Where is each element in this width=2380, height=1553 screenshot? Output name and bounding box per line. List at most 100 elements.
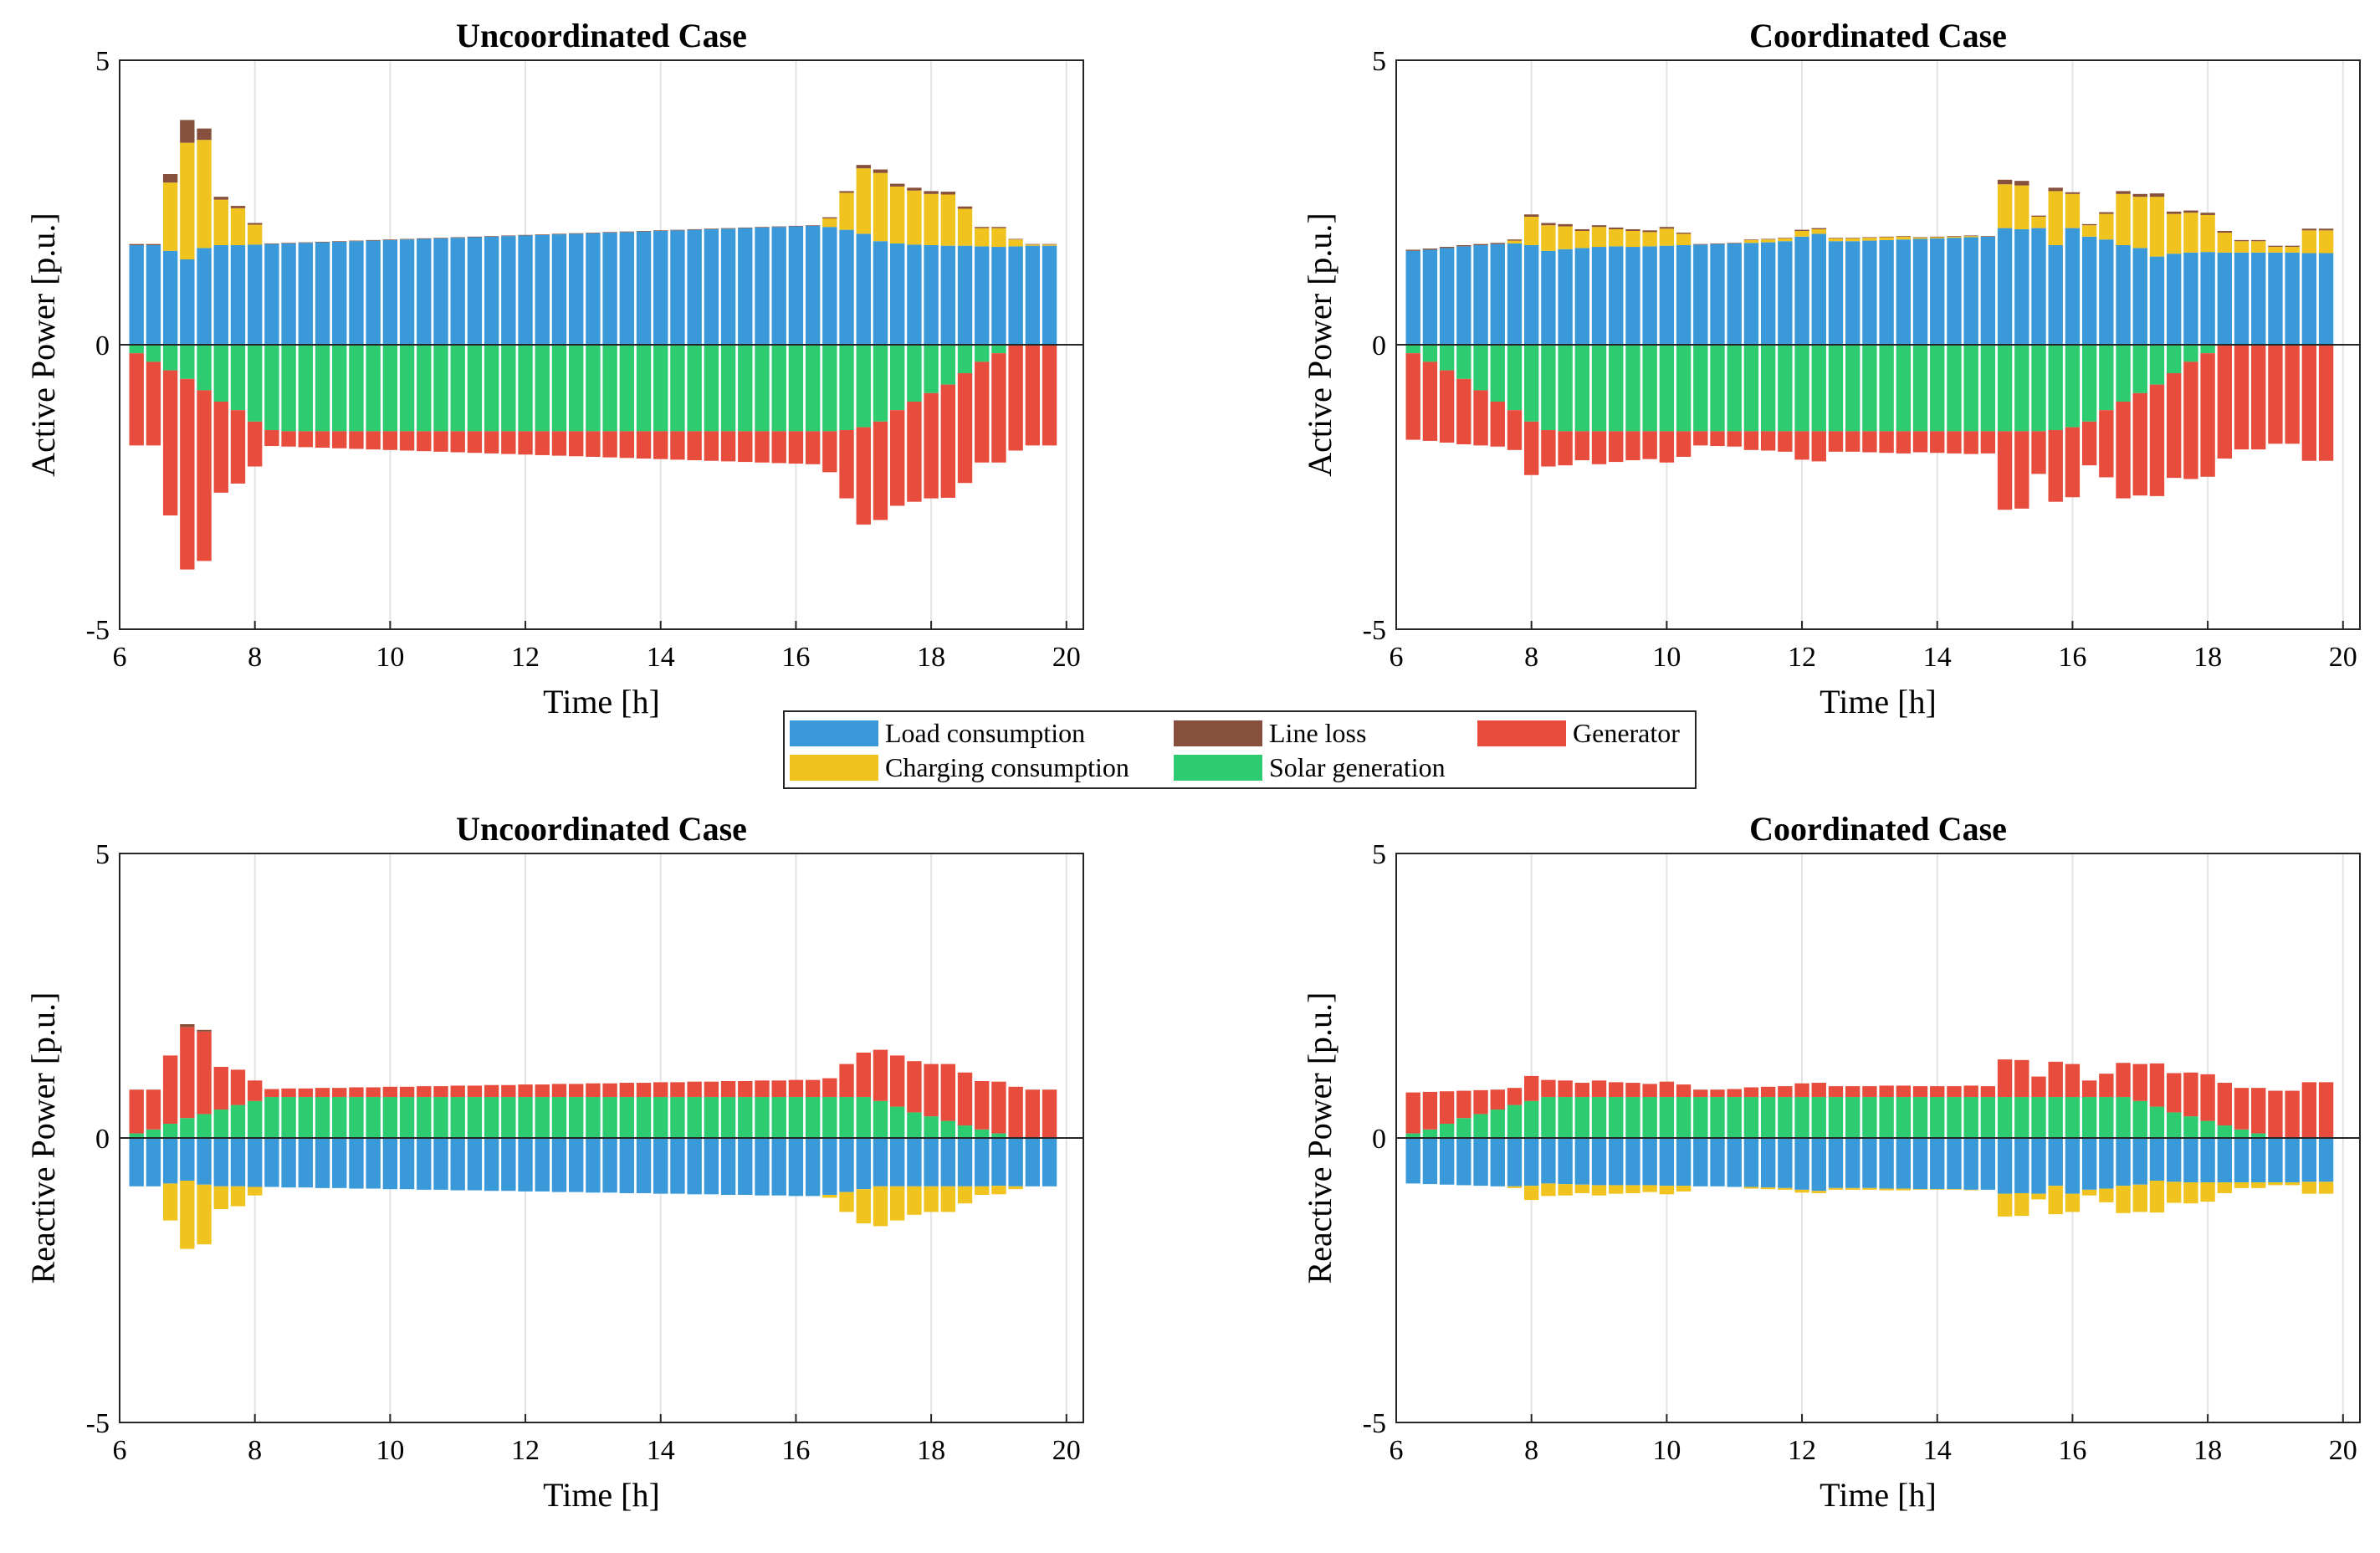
bar-lineloss — [873, 169, 888, 173]
bar-load — [991, 1138, 1006, 1187]
x-axis-label: Time [h] — [1820, 1476, 1937, 1514]
bar-solar — [1456, 1118, 1472, 1138]
bar-solar — [1490, 345, 1505, 402]
bar-lineloss — [602, 232, 617, 233]
bar-load — [1710, 1138, 1725, 1187]
bar-charging — [975, 1186, 990, 1195]
bar-charging — [839, 192, 854, 230]
bar-solar — [349, 345, 364, 432]
bar-load — [1862, 240, 1877, 345]
bar-load — [2268, 252, 2283, 345]
bar-load — [433, 238, 448, 345]
bar-solar — [704, 1097, 719, 1138]
bar-load — [2166, 1138, 2182, 1182]
bar-solar — [366, 345, 381, 432]
bar-load — [467, 237, 483, 345]
bar-charging — [1879, 1188, 1894, 1191]
bar-generator — [230, 1069, 246, 1105]
bar-solar — [2183, 345, 2198, 362]
bar-lineloss — [180, 1024, 195, 1028]
x-tick-label: 18 — [2193, 1435, 2222, 1466]
bar-generator — [399, 1086, 415, 1098]
bar-generator — [1659, 431, 1675, 463]
bar-load — [619, 232, 635, 345]
bar-generator — [889, 1055, 905, 1107]
y-tick-label: 5 — [95, 839, 110, 870]
bar-load — [2132, 248, 2147, 345]
x-tick-label: 10 — [1652, 642, 1681, 673]
bar-charging — [1845, 238, 1860, 242]
bar-load — [1507, 243, 1523, 345]
bar-load — [602, 233, 617, 345]
bar-solar — [1845, 345, 1860, 432]
bar-load — [2200, 252, 2215, 345]
bar-generator — [2116, 402, 2131, 499]
bar-lineloss — [180, 120, 195, 143]
bar-generator — [1896, 431, 1912, 454]
bar-load — [738, 228, 753, 345]
bar-lineloss — [568, 233, 584, 234]
bar-solar — [433, 345, 448, 432]
bar-load — [1625, 1138, 1640, 1186]
bar-solar — [1609, 1097, 1624, 1138]
bar-lineloss — [484, 236, 499, 237]
bar-charging — [1778, 1187, 1793, 1190]
bar-load — [433, 1138, 448, 1190]
bar-lineloss — [1963, 235, 1978, 237]
bar-generator — [281, 431, 296, 447]
bar-solar — [281, 1097, 296, 1138]
bar-generator — [1811, 1083, 1826, 1098]
bar-solar — [1625, 1097, 1640, 1138]
bar-lineloss — [704, 228, 719, 229]
bar-generator — [180, 378, 195, 570]
bar-solar — [1609, 345, 1624, 432]
bar-generator — [873, 421, 888, 520]
bar-solar — [940, 345, 956, 385]
bar-generator — [1997, 431, 2013, 510]
bar-generator — [2301, 1082, 2317, 1138]
bar-charging — [1930, 1189, 1945, 1190]
bar-generator — [484, 1084, 499, 1098]
bar-generator — [2234, 345, 2249, 450]
bar-solar — [653, 1097, 668, 1138]
bar-solar — [1523, 1100, 1539, 1138]
bar-load — [501, 236, 516, 345]
bar-generator — [433, 431, 448, 452]
bar-charging — [1997, 1193, 2013, 1217]
bar-charging — [2065, 193, 2081, 228]
bar-lineloss — [535, 234, 550, 235]
bar-solar — [2132, 345, 2147, 393]
bar-load — [2318, 253, 2334, 345]
bar-solar — [771, 345, 786, 432]
bar-charging — [856, 1189, 871, 1223]
bar-solar — [720, 1097, 736, 1138]
bar-load — [2065, 228, 2081, 345]
bar-load — [2285, 252, 2300, 345]
bar-solar — [230, 345, 246, 411]
bar-charging — [2149, 1181, 2165, 1213]
bar-solar — [822, 1097, 837, 1138]
bar-charging — [162, 1183, 178, 1221]
bar-generator — [788, 431, 804, 464]
bar-load — [805, 1138, 821, 1197]
bar-generator — [1642, 1084, 1657, 1098]
bar-charging — [1541, 225, 1556, 251]
bar-solar — [247, 1100, 263, 1138]
bar-charging — [907, 190, 922, 245]
bar-charging — [2116, 1186, 2131, 1213]
bar-solar — [1693, 345, 1708, 432]
bar-charging — [957, 1186, 973, 1204]
bar-load — [687, 229, 702, 345]
bar-solar — [602, 1097, 617, 1138]
bar-generator — [687, 431, 702, 461]
bar-solar — [568, 345, 584, 432]
bar-lineloss — [417, 238, 432, 239]
bar-generator — [1025, 1089, 1041, 1138]
bar-load — [551, 1138, 567, 1192]
bar-generator — [450, 431, 465, 453]
bar-solar — [450, 345, 465, 432]
bar-generator — [1710, 1089, 1725, 1098]
bar-load — [535, 1138, 550, 1192]
bar-load — [230, 245, 246, 345]
bar-solar — [1930, 345, 1945, 432]
